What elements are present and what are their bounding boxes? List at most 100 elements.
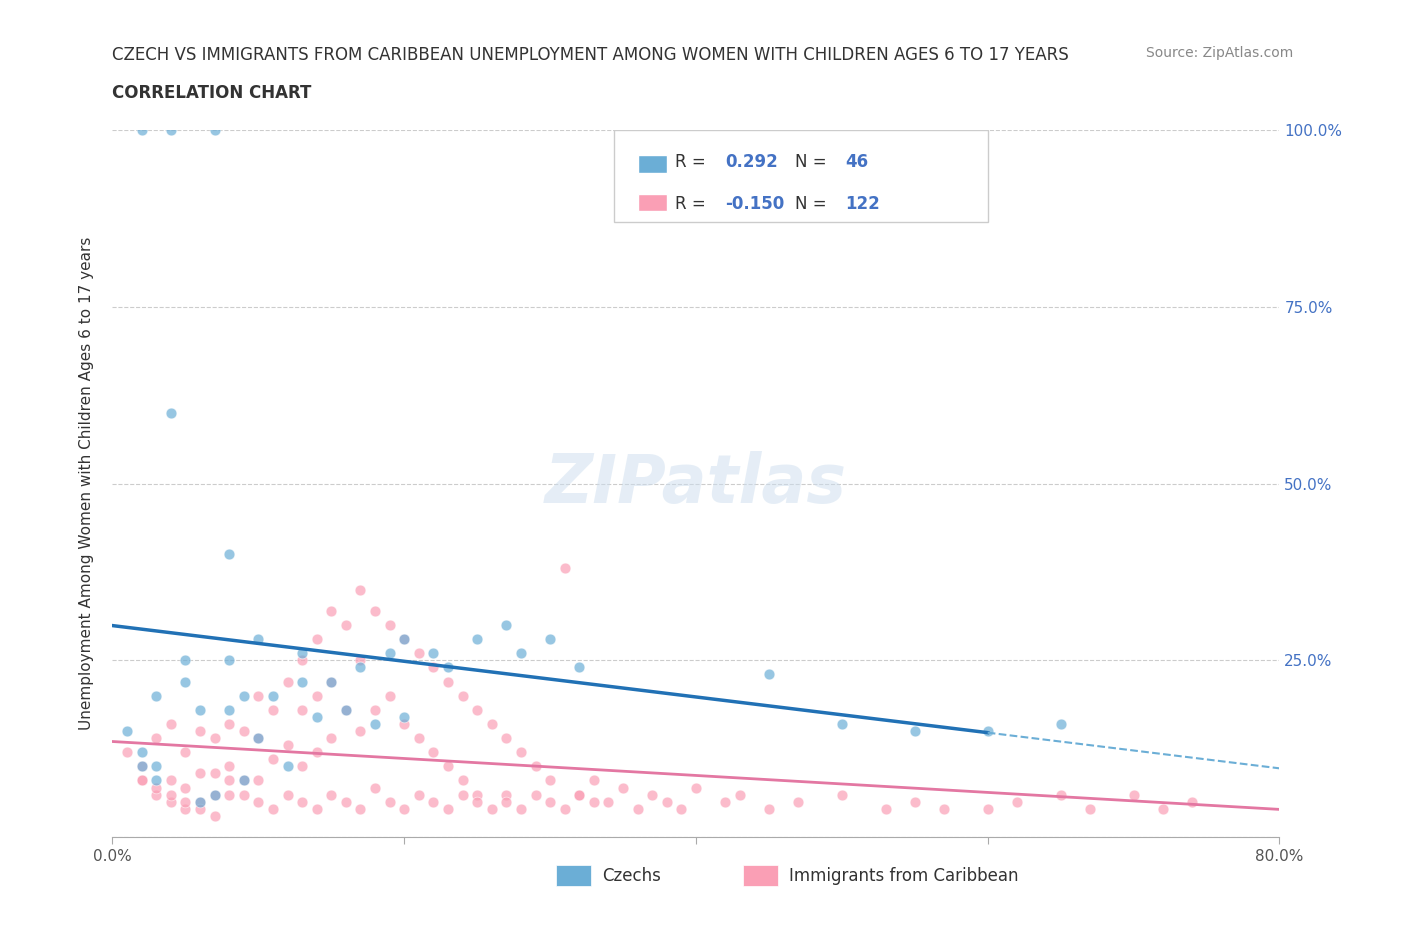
Point: [422, 745, 444, 760]
Point: [554, 561, 576, 576]
Point: [291, 702, 314, 717]
Point: [1078, 802, 1101, 817]
Point: [115, 724, 138, 738]
Point: [232, 773, 254, 788]
Point: [204, 766, 226, 781]
Point: [174, 794, 197, 809]
Point: [160, 716, 183, 731]
Text: CORRELATION CHART: CORRELATION CHART: [112, 84, 312, 101]
Text: R =: R =: [675, 153, 711, 171]
Point: [218, 787, 240, 802]
Point: [904, 794, 927, 809]
Text: 46: 46: [845, 153, 869, 171]
Point: [364, 716, 387, 731]
Point: [204, 787, 226, 802]
Point: [174, 802, 197, 817]
Point: [378, 645, 401, 660]
Point: [160, 773, 183, 788]
Point: [262, 751, 284, 766]
Point: [188, 766, 211, 781]
Point: [131, 773, 153, 788]
Point: [392, 710, 416, 724]
Point: [392, 631, 416, 646]
Point: [481, 716, 503, 731]
Point: [612, 780, 634, 795]
Point: [160, 794, 183, 809]
Point: [1005, 794, 1028, 809]
Point: [131, 759, 153, 774]
Point: [378, 688, 401, 703]
Point: [465, 631, 488, 646]
Point: [305, 802, 328, 817]
Point: [582, 773, 605, 788]
Point: [218, 716, 240, 731]
Point: [437, 759, 460, 774]
Point: [451, 688, 474, 703]
Point: [437, 660, 460, 675]
Point: [392, 716, 416, 731]
Point: [276, 759, 298, 774]
Text: N =: N =: [796, 153, 832, 171]
Point: [321, 731, 343, 746]
Point: [291, 674, 314, 689]
Point: [437, 802, 460, 817]
Point: [1181, 794, 1204, 809]
Point: [204, 808, 226, 823]
Point: [714, 794, 737, 809]
Point: [276, 674, 298, 689]
Bar: [742, 865, 778, 886]
Point: [131, 759, 153, 774]
Point: [787, 794, 810, 809]
Point: [321, 674, 343, 689]
Point: [554, 802, 576, 817]
Point: [204, 123, 226, 138]
Point: [321, 674, 343, 689]
Bar: [638, 155, 666, 173]
Point: [408, 731, 430, 746]
Point: [349, 582, 371, 597]
Text: N =: N =: [796, 195, 832, 213]
Point: [305, 710, 328, 724]
Point: [1049, 787, 1071, 802]
Point: [904, 724, 927, 738]
Point: [976, 724, 998, 738]
Point: [160, 787, 183, 802]
Point: [349, 653, 371, 668]
Text: Immigrants from Caribbean: Immigrants from Caribbean: [789, 867, 1019, 884]
Point: [758, 802, 780, 817]
Point: [291, 794, 314, 809]
Point: [131, 773, 153, 788]
Bar: [555, 865, 591, 886]
Point: [422, 645, 444, 660]
Point: [188, 702, 211, 717]
Point: [247, 688, 270, 703]
Point: [204, 731, 226, 746]
Point: [145, 773, 167, 788]
Point: [831, 716, 853, 731]
Point: [321, 604, 343, 618]
Point: [276, 737, 298, 752]
Point: [262, 802, 284, 817]
Point: [582, 794, 605, 809]
Point: [465, 794, 488, 809]
Point: [145, 787, 167, 802]
Point: [188, 724, 211, 738]
Point: [875, 802, 897, 817]
Point: [145, 759, 167, 774]
Point: [451, 773, 474, 788]
Point: [422, 660, 444, 675]
Point: [568, 787, 591, 802]
Point: [232, 724, 254, 738]
Text: Czechs: Czechs: [603, 867, 661, 884]
Point: [465, 787, 488, 802]
Point: [291, 645, 314, 660]
Text: R =: R =: [675, 195, 711, 213]
Point: [232, 787, 254, 802]
Point: [538, 631, 561, 646]
Point: [218, 653, 240, 668]
Point: [349, 660, 371, 675]
Point: [538, 773, 561, 788]
Point: [247, 731, 270, 746]
Point: [349, 802, 371, 817]
Point: [291, 653, 314, 668]
